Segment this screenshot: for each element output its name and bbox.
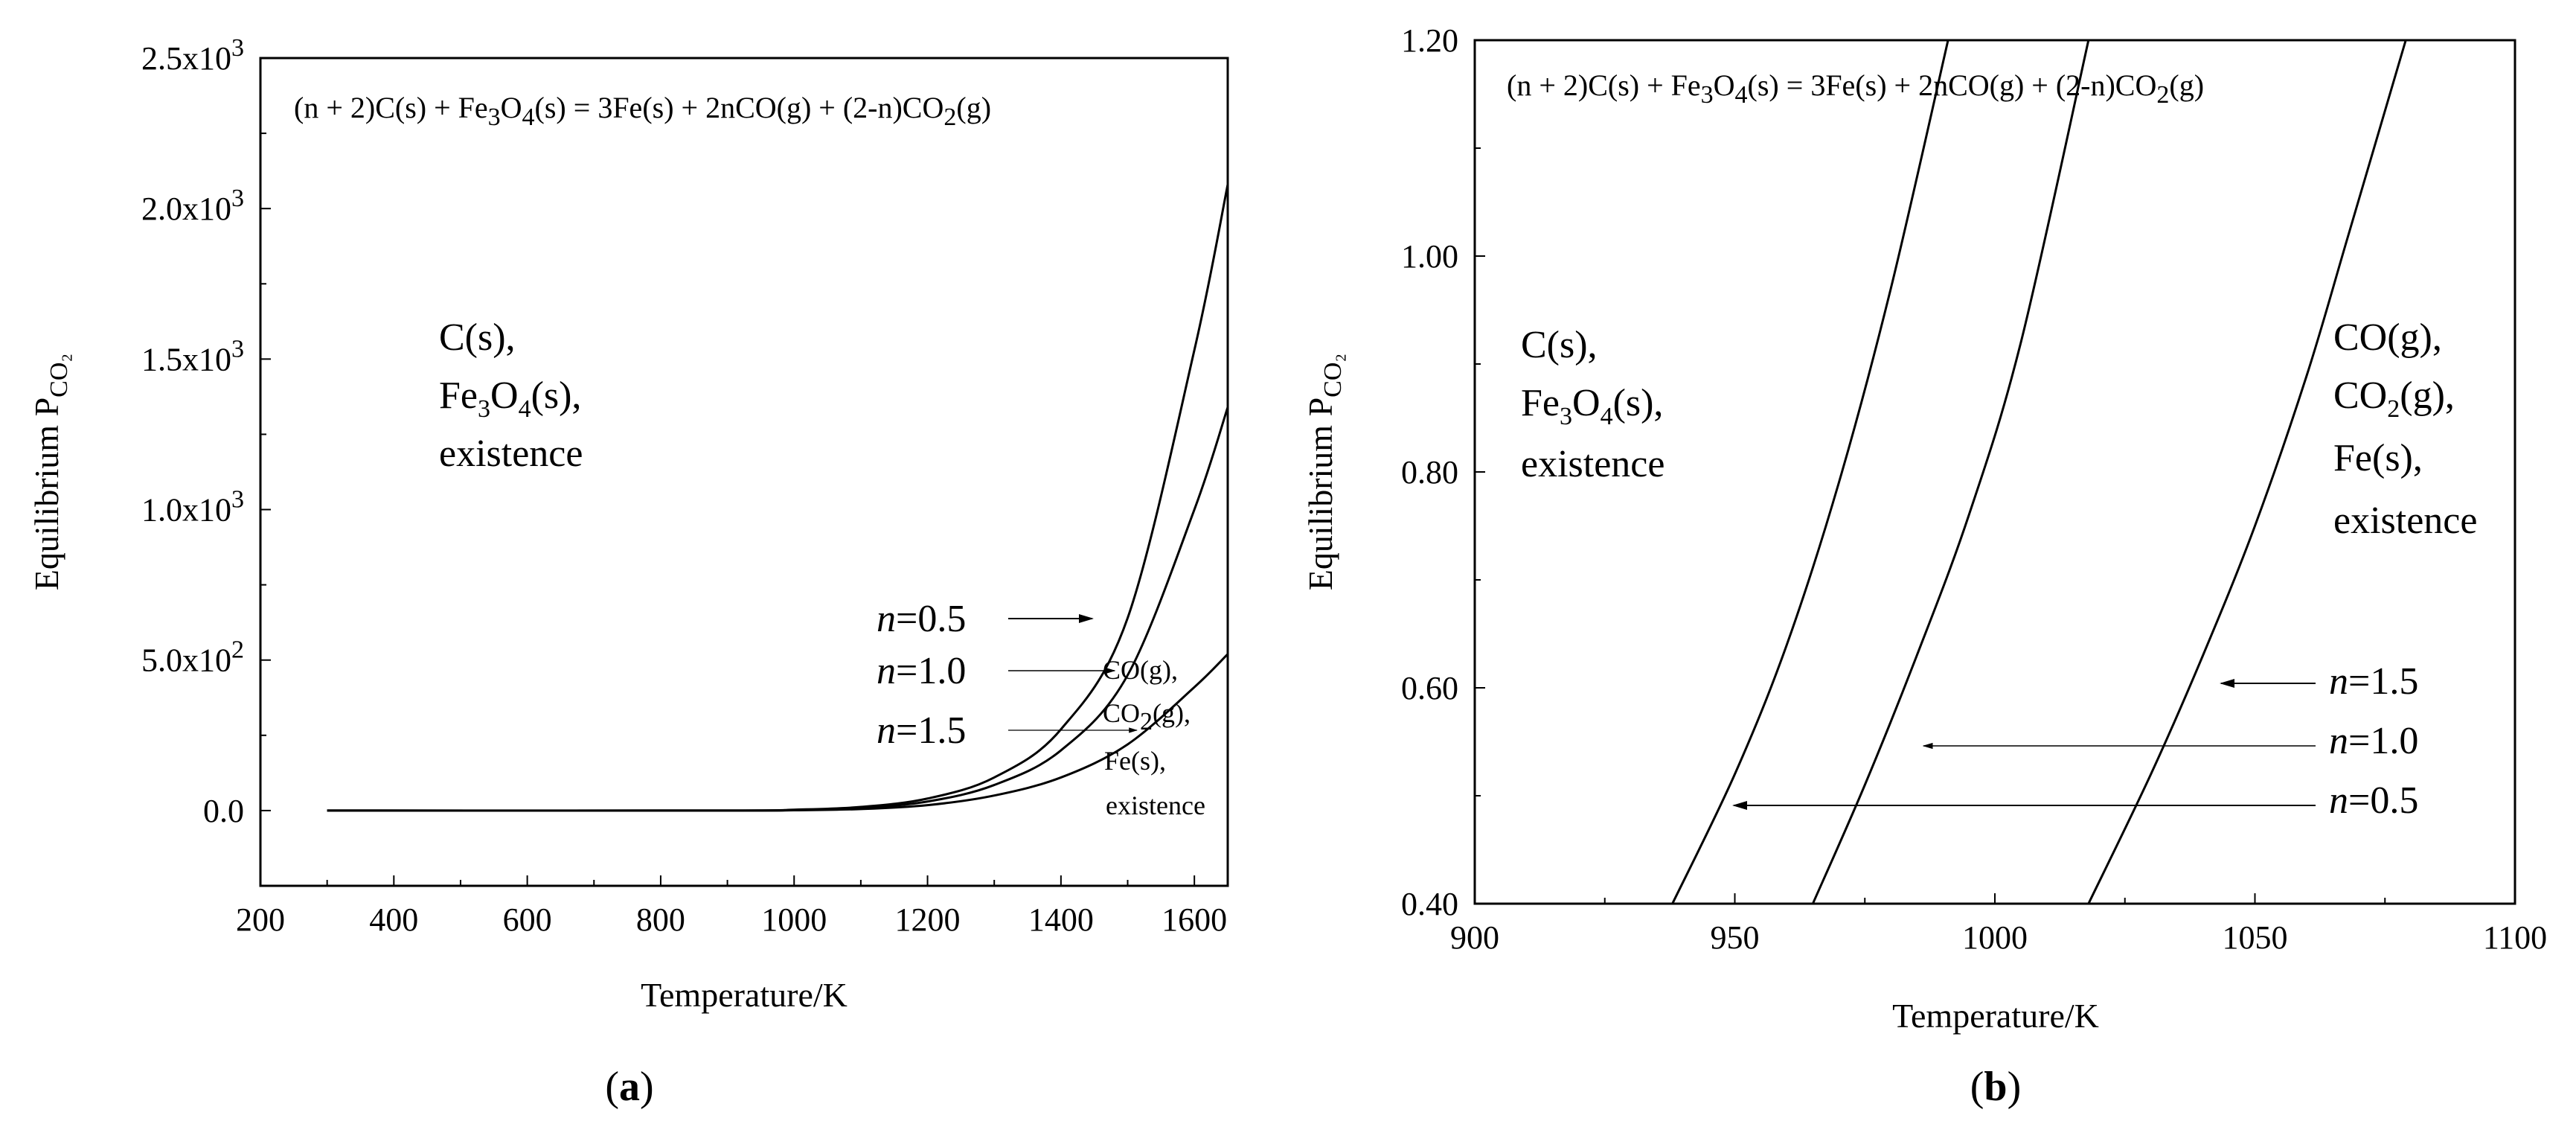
panel-a-series-line-n05 [327,184,1229,812]
panel-b-y-ticks: 0.40 0.60 0.80 1.00 1.20 [1401,22,1485,922]
panel-a-series-labels: n=0.5 n=1.0 n=1.5 [877,598,966,752]
panel-b-x-tick-label: 1050 [2223,919,2288,956]
panel-a-x-tick-label: 1600 [1162,901,1227,938]
panel-a-x-ticks: 200 400 600 800 1000 1200 1400 1600 [236,875,1227,938]
panel-b-x-tick-label: 1000 [1962,919,2028,956]
panel-b-equation: (n + 2)C(s) + Fe3O4(s) = 3Fe(s) + 2nCO(g… [1507,68,2204,109]
panel-b-y-axis-label: Equilibrium PCO₂ [1301,354,1347,591]
svg-text:Fe(s),: Fe(s), [2333,437,2423,479]
panel-b-x-axis-label: Temperature/K [1892,997,2099,1035]
panel-a-x-tick-label: 600 [503,901,552,938]
panel-b-label-n15: n=1.5 [2329,660,2418,703]
panel-b-y-axis-label-sub: CO₂ [1319,354,1347,398]
panel-b-series [1671,39,2407,904]
panel-a-y-tick-label: 1.5x103 [141,335,244,377]
panel-a-x-tick-label: 800 [636,901,685,938]
panel-a-label-arrows [1008,614,1138,733]
panel-b: 900 950 1000 1050 1100 0.400.600.801.001.20 … [1301,22,2547,1110]
panel-b-series-labels: n=1.5 n=1.0 n=0.5 [2329,660,2418,822]
svg-text:Fe3O4(s),: Fe3O4(s), [1521,382,1663,430]
panel-a-y-tick-label: 2.5x103 [141,34,244,77]
svg-text:existence: existence [439,432,583,475]
panel-b-y-tick-label: 1.00 [1401,238,1458,275]
panel-b-label-n10: n=1.0 [2329,720,2418,762]
svg-text:CO(g),: CO(g), [2333,316,2442,359]
svg-text:CO2(g),: CO2(g), [2333,374,2455,423]
panel-b-series-line-n15 [2087,39,2407,904]
panel-b-series-line-n05 [1671,39,1949,904]
panel-a-x-tick-label: 1400 [1028,901,1094,938]
panel-a-region-reactants: C(s), Fe3O4(s), existence [439,316,583,475]
panel-a-label-n10: n=1.0 [877,650,966,692]
svg-text:existence: existence [1106,791,1205,820]
panel-b-caption: (b) [1970,1064,2021,1110]
panel-b-x-tick-label: 900 [1450,919,1499,956]
panel-a-y-axis-label: Equilibrium PCO₂ [28,354,73,591]
panel-a-x-tick-label: 400 [369,901,418,938]
panel-a-region-products: CO(g), CO2(g), Fe(s), existence [1103,655,1205,820]
panel-a-series [327,184,1229,812]
svg-text:existence: existence [2333,499,2477,542]
panel-a-label-n15: n=1.5 [877,709,966,752]
panel-b-region-reactants: C(s), Fe3O4(s), existence [1521,324,1665,485]
svg-text:Fe(s),: Fe(s), [1104,746,1166,776]
panel-b-x-tick-label: 1100 [2483,919,2547,956]
panel-a-y-axis-label-sub: CO₂ [45,354,73,398]
svg-text:Fe3O4(s),: Fe3O4(s), [439,374,581,423]
panel-a-x-axis-label: Temperature/K [641,976,848,1014]
panel-b-y-tick-label: 0.80 [1401,454,1458,491]
panel-a-equation: (n + 2)C(s) + Fe3O4(s) = 3Fe(s) + 2nCO(g… [294,91,991,131]
panel-b-y-tick-label: 1.20 [1401,22,1458,59]
panel-b-y-tick-label: 0.40 [1401,886,1458,922]
panel-b-region-products: CO(g), CO2(g), Fe(s), existence [2333,316,2477,542]
panel-b-series-line-n10 [1811,39,2090,904]
svg-text:existence: existence [1521,443,1665,485]
panel-a-plot-frame [259,57,1229,887]
panel-a-x-tick-label: 1000 [761,901,827,938]
panel-a-y-tick-label: 0.0 [203,793,244,829]
panel-b-y-axis-label-text: Equilibrium P [1301,398,1339,590]
panel-a-caption: (a) [605,1064,653,1110]
panel-a-series-line-n15 [327,653,1229,812]
panel-a-label-n05: n=0.5 [877,598,966,640]
svg-text:CO(g),: CO(g), [1103,655,1178,685]
panel-a: 200 400 600 800 1000 1200 1400 1600 0.0 5.0x102 1… [28,34,1229,1110]
panel-a-y-tick-label: 1.0x103 [141,486,244,529]
svg-text:C(s),: C(s), [439,316,516,359]
svg-text:C(s),: C(s), [1521,324,1598,366]
panel-b-x-tick-label: 950 [1711,919,1760,956]
panel-b-label-n05: n=0.5 [2329,779,2418,822]
panel-a-x-tick-label: 1200 [895,901,961,938]
panel-a-y-tick-label: 5.0x102 [141,636,244,679]
svg-text:CO2(g),: CO2(g), [1103,698,1191,735]
panel-a-x-tick-label: 200 [236,901,285,938]
panel-a-y-ticks: 0.0 5.0x102 1.0x103 1.5x103 2.0x103 2.5x103 [141,34,271,829]
panel-a-y-axis-label-text: Equilibrium P [28,398,65,590]
panel-b-label-arrows [1732,679,2316,810]
panel-b-y-tick-label: 0.60 [1401,670,1458,706]
panel-b-x-ticks: 900 950 1000 1050 1100 [1450,893,2547,956]
panel-a-y-tick-label: 2.0x103 [141,185,244,227]
